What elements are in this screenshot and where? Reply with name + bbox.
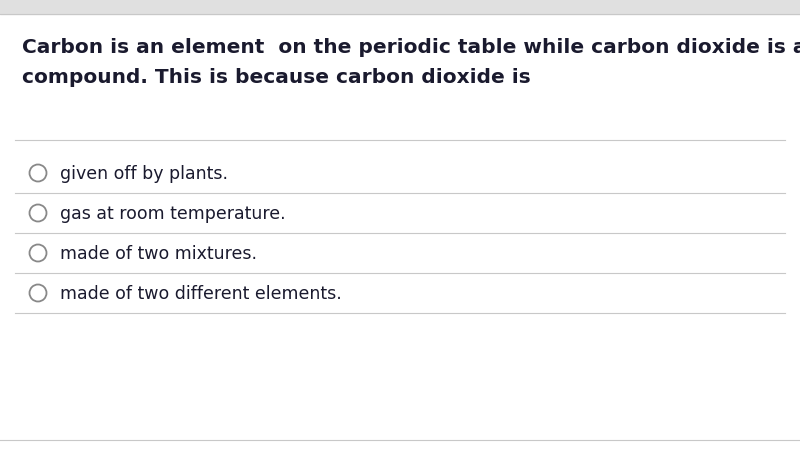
Text: compound. This is because carbon dioxide is: compound. This is because carbon dioxide…	[22, 68, 530, 87]
Text: gas at room temperature.: gas at room temperature.	[60, 205, 286, 223]
Text: made of two mixtures.: made of two mixtures.	[60, 245, 257, 263]
Text: made of two different elements.: made of two different elements.	[60, 285, 342, 303]
Text: Carbon is an element  on the periodic table while carbon dioxide is a: Carbon is an element on the periodic tab…	[22, 38, 800, 57]
Text: given off by plants.: given off by plants.	[60, 165, 228, 183]
Bar	[0, 0, 800, 14]
